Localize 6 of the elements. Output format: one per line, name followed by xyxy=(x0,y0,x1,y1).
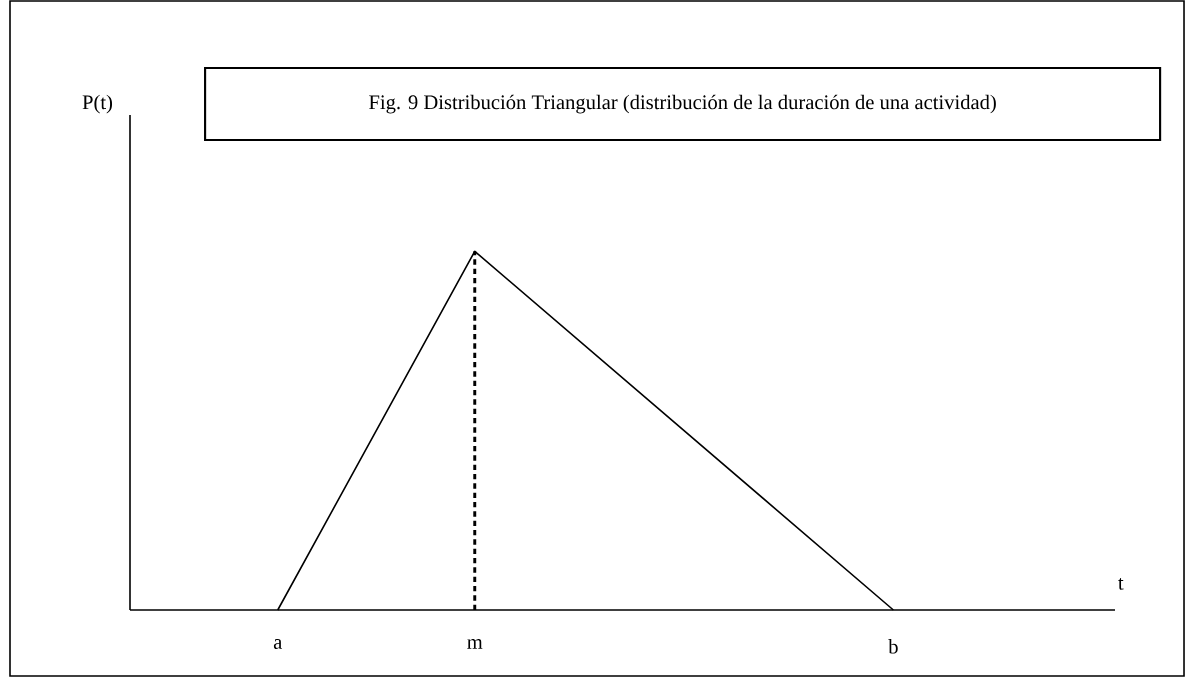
chart-title: Fig. 9 Distribución Triangular (distribución de la duración de una actividad) xyxy=(369,94,996,114)
text: P(t) xyxy=(82,94,113,114)
x-axis-title: t xyxy=(1118,577,1124,590)
x-tick-label: m xyxy=(467,639,483,649)
x-tick-label: b xyxy=(888,639,898,654)
x-tick-label: a xyxy=(273,639,283,649)
